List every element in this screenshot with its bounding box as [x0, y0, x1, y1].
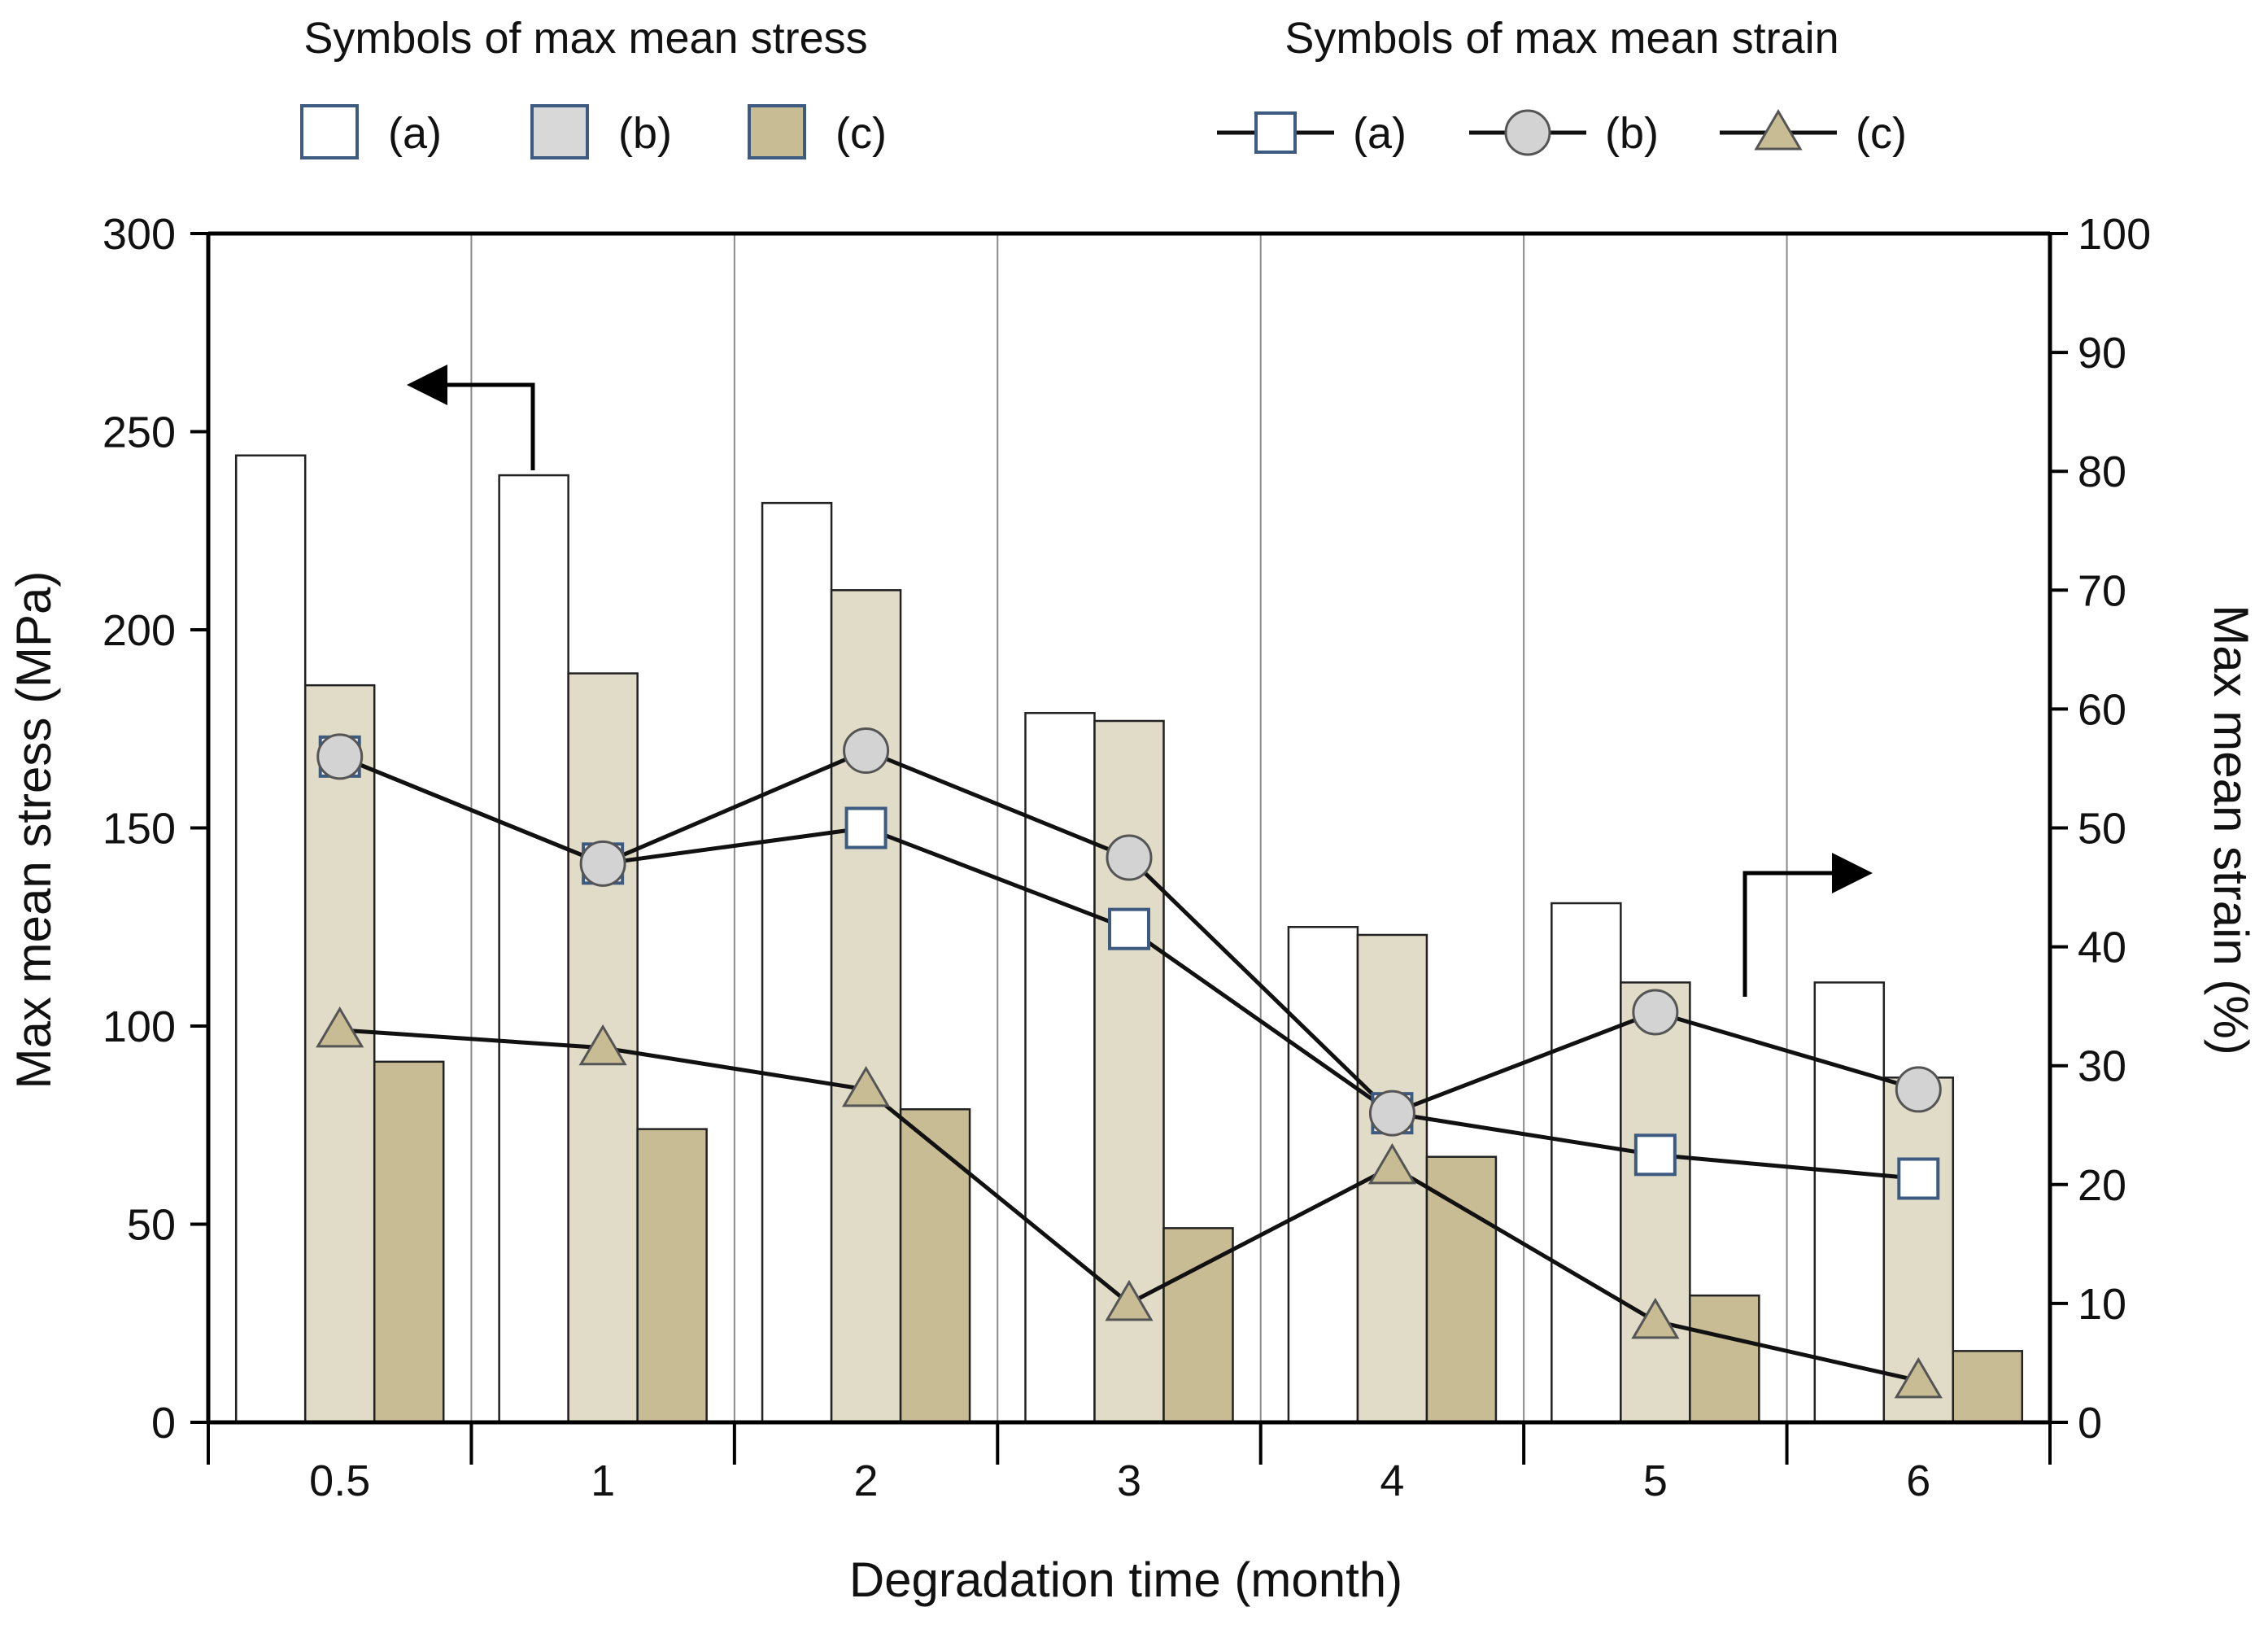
strain-marker-c-3 [1105, 1279, 1154, 1321]
legend-stress-label-b: (b) [618, 109, 672, 158]
y-right-tick-label: 40 [2078, 924, 2126, 972]
bar-c-5 [1689, 1294, 1760, 1424]
bar-b-2 [830, 589, 902, 1424]
strain-marker-b-1 [579, 840, 626, 887]
strain-marker-c-1 [578, 1024, 627, 1066]
bar-c-3 [1162, 1227, 1234, 1424]
bar-a-6 [1813, 981, 1886, 1424]
bar-a-4 [1287, 926, 1359, 1424]
grid [470, 234, 1788, 1422]
legend-stress-swatch-a [300, 104, 359, 159]
y-axis-right-title: Max mean strain (%) [2204, 605, 2258, 1055]
strain-marker-b-6 [1895, 1066, 1942, 1113]
y-left-tick-label: 150 [102, 805, 176, 854]
bar-a-5 [1551, 902, 1622, 1424]
bar-c-0.5 [373, 1060, 445, 1424]
legend-stress-label-a: (a) [388, 109, 442, 158]
bar-a-0.5 [234, 454, 307, 1424]
legend-strain-label-b: (b) [1605, 109, 1659, 158]
arrow-to-right-axis [1742, 853, 1873, 997]
bar-c-4 [1425, 1155, 1498, 1424]
y-right-tick-label: 10 [2078, 1280, 2126, 1329]
strain-marker-c-2 [841, 1065, 891, 1107]
markers [316, 727, 1943, 1399]
bar-a-1 [498, 474, 569, 1424]
arrow-to-left-axis [407, 365, 535, 470]
strain-marker-b-4 [1368, 1090, 1415, 1137]
y-left-tick-label: 300 [102, 210, 176, 259]
x-tick-label: 6 [1906, 1456, 1930, 1505]
x-tick-label: 5 [1643, 1456, 1668, 1505]
bar-c-2 [899, 1108, 971, 1424]
strain-marker-a-6 [1897, 1157, 1940, 1200]
annotations [407, 365, 1873, 997]
y-right-tick-label: 90 [2078, 329, 2126, 378]
y-right-tick-label: 20 [2078, 1161, 2126, 1210]
y-axis-left-title: Max mean stress (MPa) [7, 571, 61, 1090]
strain-marker-c-6 [1894, 1356, 1943, 1399]
strain-marker-c-0.5 [316, 1006, 364, 1048]
axes: 0 50 100 150 200 250 300 0 10 20 30 40 50 60 70 80 90 100… [102, 210, 2151, 1505]
y-left-tick-label: 100 [102, 1002, 176, 1051]
x-tick-label: 2 [854, 1456, 879, 1505]
legend-strain-title: Symbols of max mean strain [1284, 14, 1838, 63]
y-right-tick-label: 60 [2078, 685, 2126, 734]
y-right-tick-label: 70 [2078, 566, 2126, 615]
bar-a-2 [761, 501, 833, 1424]
y-right-tick-label: 100 [2078, 210, 2151, 259]
legend-strain-label-a: (a) [1353, 109, 1407, 158]
strain-marker-b-5 [1632, 989, 1679, 1036]
legend-strain-marker-b [1504, 109, 1551, 156]
y-right-tick-label: 30 [2078, 1042, 2126, 1091]
strain-marker-b-2 [843, 727, 890, 775]
y-right-tick-label: 0 [2078, 1399, 2102, 1448]
bar-c-1 [636, 1128, 708, 1424]
strain-marker-a-2 [844, 806, 888, 849]
y-right-tick-label: 80 [2078, 448, 2126, 496]
x-tick-label: 0.5 [309, 1456, 370, 1505]
legend-stress-title: Symbols of max mean stress [303, 14, 867, 63]
y-left-tick-label: 50 [127, 1201, 176, 1250]
bar-b-0.5 [303, 683, 376, 1424]
legend-strain-marker-a [1254, 111, 1297, 154]
bar-b-5 [1620, 981, 1691, 1424]
legend-stress-swatch-b [530, 104, 589, 159]
strain-marker-a-3 [1108, 907, 1150, 950]
x-tick-label: 4 [1380, 1456, 1404, 1505]
legend-strain-marker-c [1754, 109, 1803, 151]
legend-strain-label-c: (c) [1856, 109, 1907, 158]
strain-marker-c-5 [1631, 1297, 1680, 1339]
y-left-tick-label: 250 [102, 408, 176, 457]
legend-stress-label-c: (c) [835, 109, 887, 158]
legend-stress-swatch-c [748, 104, 806, 159]
y-left-tick-label: 0 [151, 1399, 176, 1448]
bars [234, 454, 2024, 1424]
strain-marker-a-5 [1633, 1133, 1677, 1177]
strain-marker-b-3 [1106, 834, 1153, 881]
bar-c-6 [1952, 1350, 2024, 1424]
x-axis-title: Degradation time (month) [849, 1553, 1402, 1607]
x-tick-label: 3 [1117, 1456, 1141, 1505]
strain-marker-b-0.5 [316, 733, 364, 780]
legend: (a) (b) (c) (a) (b) (c) [300, 104, 1907, 159]
y-left-tick-label: 200 [102, 606, 176, 655]
y-right-tick-label: 50 [2078, 805, 2126, 854]
strain-marker-c-4 [1367, 1142, 1417, 1185]
x-tick-label: 1 [591, 1456, 615, 1505]
